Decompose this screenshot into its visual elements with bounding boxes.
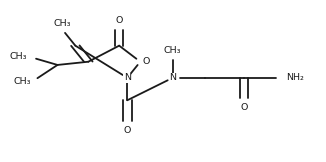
- Text: CH₃: CH₃: [53, 19, 71, 28]
- Text: N: N: [169, 73, 176, 82]
- Text: O: O: [241, 104, 248, 112]
- Text: O: O: [142, 57, 150, 66]
- Text: O: O: [115, 16, 123, 25]
- Text: NH₂: NH₂: [286, 73, 304, 82]
- Text: N: N: [124, 73, 131, 82]
- Text: CH₃: CH₃: [13, 76, 31, 86]
- Text: CH₃: CH₃: [10, 52, 27, 61]
- Text: O: O: [124, 126, 131, 135]
- Text: CH₃: CH₃: [164, 46, 182, 55]
